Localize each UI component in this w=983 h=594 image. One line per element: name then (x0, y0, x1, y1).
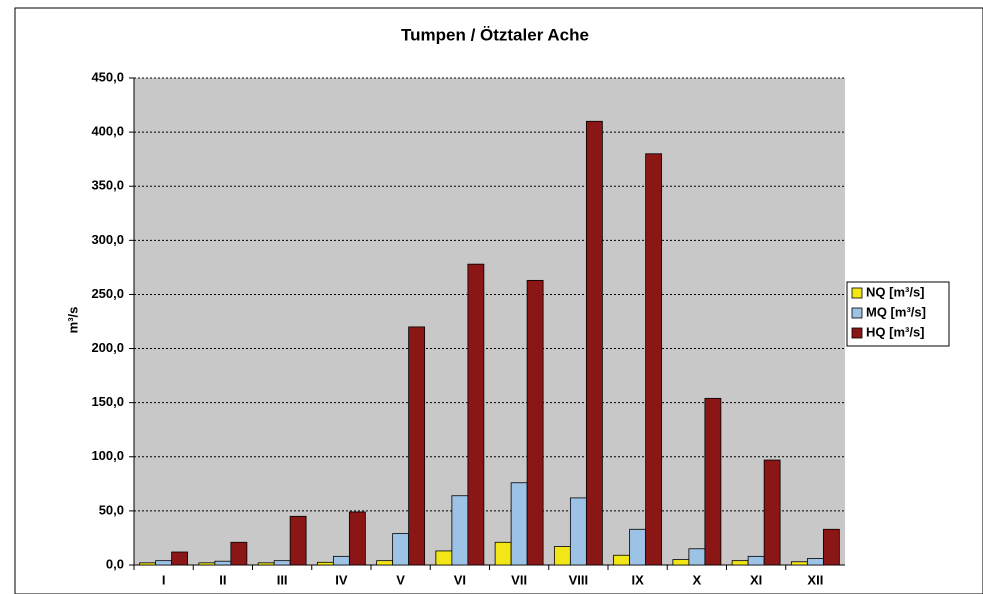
bar (139, 562, 157, 566)
y-tick-label: 350,0 (91, 178, 124, 193)
bar (376, 560, 394, 566)
bar (569, 497, 587, 566)
bar (392, 533, 410, 566)
x-tick-label: IV (335, 572, 348, 587)
x-tick-label: I (162, 572, 166, 587)
bar (316, 561, 334, 566)
legend-label: NQ [m³/s] (866, 284, 925, 299)
bar (230, 541, 248, 566)
x-tick-label: V (396, 572, 405, 587)
y-tick-label: 400,0 (91, 124, 124, 139)
bar (257, 562, 275, 566)
bar (155, 560, 173, 566)
x-tick-label: VII (511, 572, 527, 587)
x-tick-label: XII (807, 572, 823, 587)
x-tick-label: XI (750, 572, 762, 587)
bar (435, 550, 453, 566)
y-tick-label: 50,0 (99, 502, 124, 517)
bar (273, 560, 291, 566)
chart-title: Tumpen / Ötztaler Ache (401, 25, 589, 44)
y-axis-label: m³/s (65, 307, 80, 334)
bar (585, 120, 603, 566)
legend-label: HQ [m³/s] (866, 324, 925, 339)
y-tick-label: 300,0 (91, 232, 124, 247)
y-tick-label: 150,0 (91, 394, 124, 409)
legend-box (846, 281, 950, 347)
y-tick-label: 250,0 (91, 286, 124, 301)
bar (198, 562, 216, 566)
bar (408, 326, 426, 566)
bar (553, 546, 571, 566)
bar (747, 555, 765, 566)
bar (494, 541, 512, 566)
legend-swatch (851, 307, 863, 319)
x-tick-label: VIII (569, 572, 589, 587)
bar (731, 560, 749, 566)
bar (822, 528, 840, 566)
y-tick-label: 200,0 (91, 340, 124, 355)
y-tick-label: 450,0 (91, 69, 124, 84)
bar (348, 511, 366, 566)
x-tick-label: VI (454, 572, 466, 587)
bar (510, 482, 528, 566)
bar (613, 554, 631, 566)
bar (289, 515, 307, 566)
x-tick-label: III (277, 572, 288, 587)
bar (763, 459, 781, 566)
bar (645, 153, 663, 566)
x-tick-label: X (693, 572, 702, 587)
y-tick-label: 0,0 (106, 556, 124, 571)
x-tick-label: IX (631, 572, 644, 587)
bar (806, 558, 824, 566)
bar (688, 548, 706, 566)
bar (451, 495, 469, 566)
bar (467, 263, 485, 566)
bar (704, 397, 722, 566)
bar (526, 279, 544, 566)
bar (790, 561, 808, 566)
bar (332, 555, 350, 566)
legend-swatch (851, 287, 863, 299)
bar (214, 560, 232, 566)
bar (629, 528, 647, 566)
legend-swatch (851, 327, 863, 339)
plot-area (134, 78, 845, 565)
bar (171, 551, 189, 566)
x-tick-label: II (219, 572, 226, 587)
y-tick-label: 100,0 (91, 448, 124, 463)
bar (672, 559, 690, 566)
legend-label: MQ [m³/s] (866, 304, 926, 319)
